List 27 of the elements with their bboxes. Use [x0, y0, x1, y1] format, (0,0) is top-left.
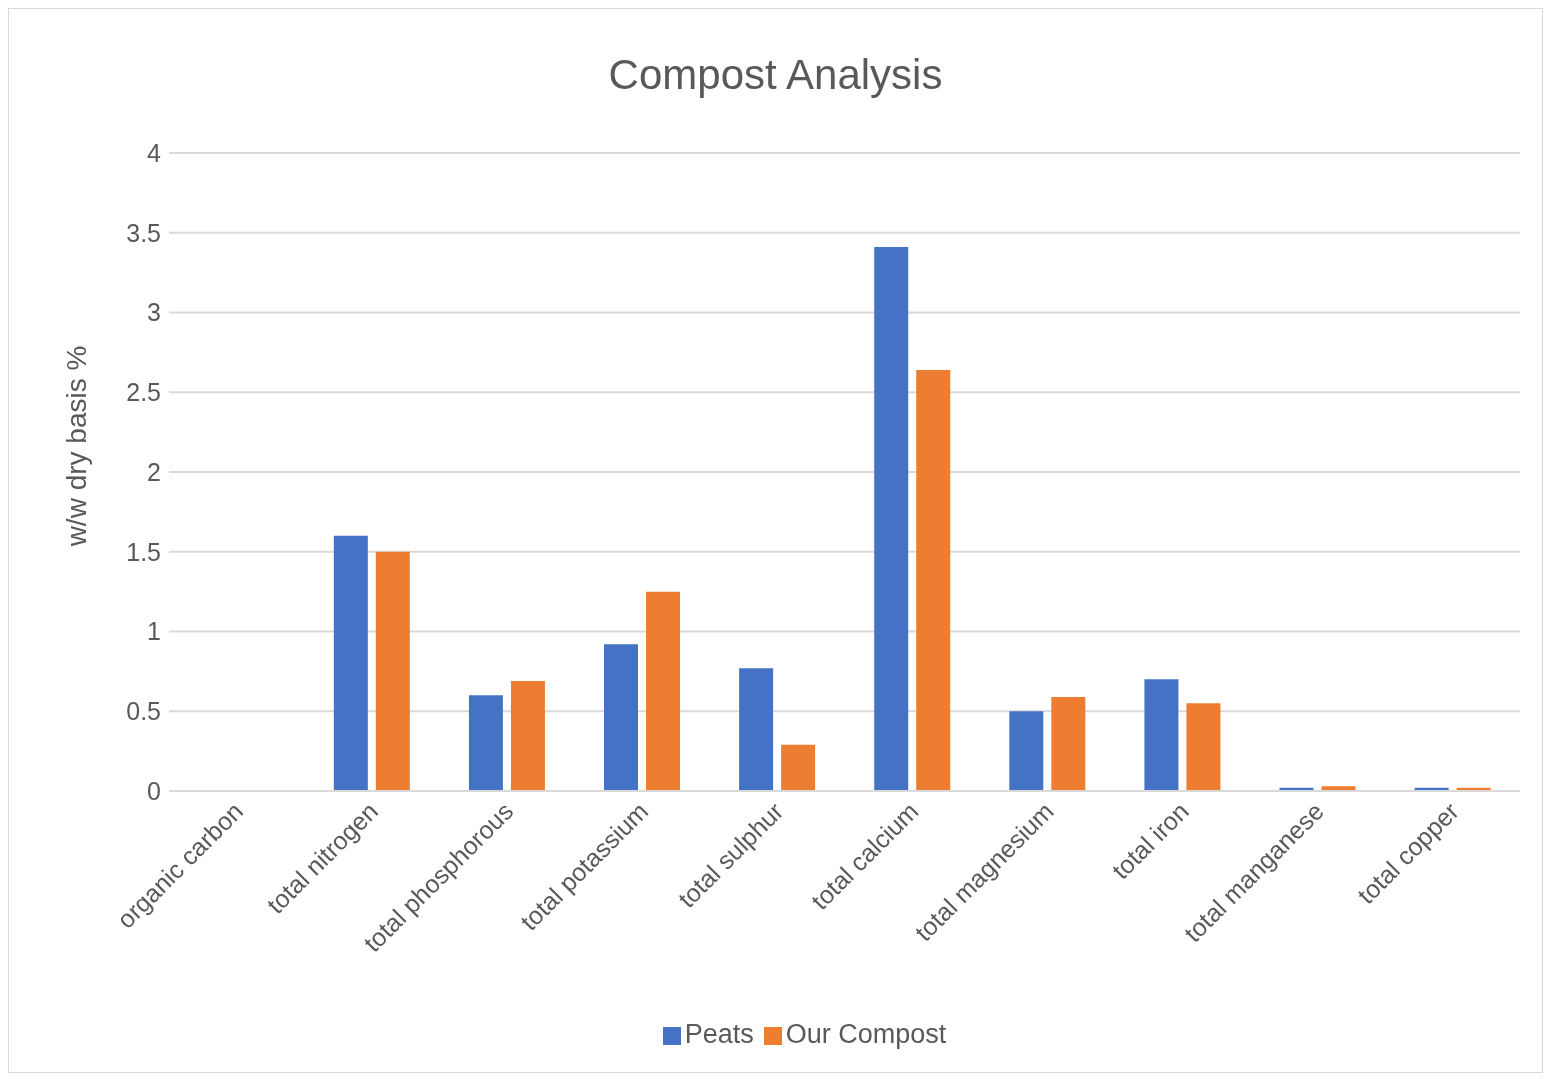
bar	[916, 369, 951, 791]
bar	[333, 535, 368, 791]
y-tick-label: 0	[147, 776, 161, 805]
y-tick-label: 1	[147, 617, 161, 646]
y-tick-label: 3	[147, 298, 161, 327]
bar	[375, 551, 410, 791]
y-tick-label: 0.5	[126, 697, 161, 726]
bar	[1144, 679, 1179, 791]
y-tick-label: 2.5	[126, 378, 161, 407]
bar	[468, 695, 503, 791]
bar	[510, 680, 545, 791]
bar	[604, 644, 639, 791]
bar	[781, 744, 816, 791]
bar	[1186, 703, 1221, 791]
y-tick-label: 2	[147, 457, 161, 486]
y-axis-title: w/w dry basis %	[61, 345, 93, 547]
bar	[646, 591, 681, 791]
y-tick-label: 3.5	[126, 218, 161, 247]
legend-label: Our Compost	[785, 1019, 947, 1049]
bar	[1051, 696, 1086, 791]
y-tick-label: 4	[147, 138, 162, 167]
legend-label: Peats	[684, 1019, 754, 1049]
y-tick-label: 1.5	[126, 537, 161, 566]
bar	[1009, 711, 1044, 791]
bar	[739, 668, 774, 791]
chart-title: Compost Analysis	[607, 51, 944, 99]
bar	[874, 247, 909, 791]
